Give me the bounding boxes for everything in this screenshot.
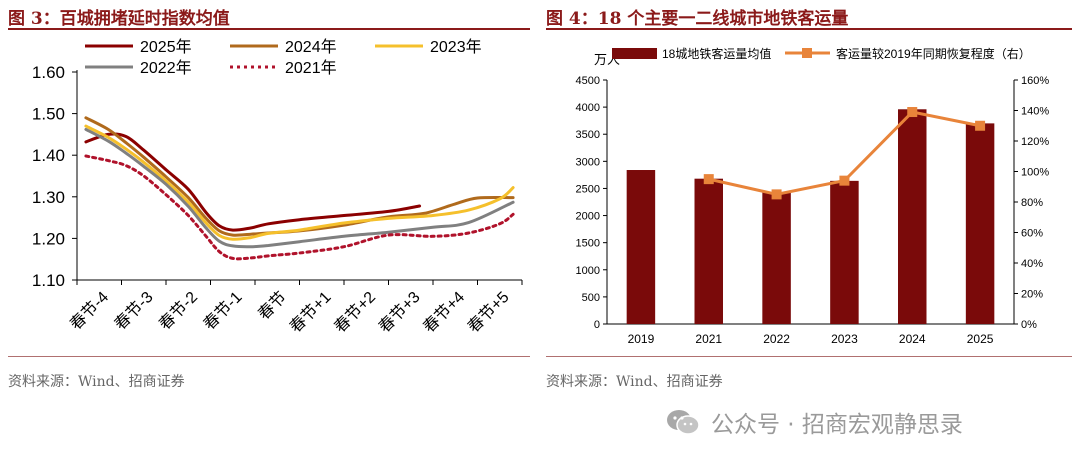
right-y-tick-label: 3000 xyxy=(576,156,600,168)
right-legend-label-line: 客运量较2019年同期恢复程度（右） xyxy=(836,46,1031,61)
right-legend-marker-line xyxy=(802,48,812,58)
right-panel-title: 图 4：18 个主要一二线城市地铁客运量 xyxy=(546,9,849,29)
right-y2-tick-label: 140% xyxy=(1021,106,1049,118)
right-recovery-marker xyxy=(907,107,918,118)
right-recovery-marker xyxy=(975,120,986,131)
right-y-tick-label: 3500 xyxy=(576,129,600,141)
left-panel-title: 图 3：百城拥堵延时指数均值 xyxy=(8,9,230,29)
left-legend-label: 2024年 xyxy=(285,38,337,56)
left-x-tick-label: 春节+1 xyxy=(286,288,334,336)
right-x-tick-label: 2021 xyxy=(695,332,722,346)
left-y-tick-label: 1.20 xyxy=(32,229,65,248)
left-x-tick-label: 春节+2 xyxy=(331,288,379,336)
right-legend-swatch-bar xyxy=(612,48,657,59)
left-series-line-2025年 xyxy=(84,132,422,232)
left-y-tick-label: 1.60 xyxy=(32,63,65,82)
left-x-tick-label: 春节+4 xyxy=(420,288,468,336)
right-title-rule xyxy=(546,28,1072,30)
right-y2-tick-label: 100% xyxy=(1021,167,1049,179)
right-y2-tick-label: 20% xyxy=(1021,289,1043,301)
right-y2-tick-label: 40% xyxy=(1021,258,1043,270)
right-source-note: 资料来源：Wind、招商证券 xyxy=(546,374,723,390)
left-x-tick-label: 春节-3 xyxy=(111,288,156,333)
wechat-icon xyxy=(667,410,700,435)
left-y-tick-label: 1.30 xyxy=(32,188,65,207)
right-y-tick-label: 1000 xyxy=(576,265,600,277)
left-bottom-rule xyxy=(8,356,530,357)
right-combo-chart: 万人0500100015002000250030003500400045000%… xyxy=(576,46,1050,346)
left-x-tick-label: 春节+3 xyxy=(375,288,423,336)
left-legend-label: 2023年 xyxy=(430,38,482,56)
right-bar-2025 xyxy=(965,123,995,324)
left-source-note: 资料来源：Wind、招商证券 xyxy=(8,374,185,390)
right-y2-tick-label: 120% xyxy=(1021,136,1049,148)
left-y-tick-label: 1.10 xyxy=(32,271,65,290)
right-y-tick-label: 1500 xyxy=(576,238,600,250)
left-x-tick-label: 春节-4 xyxy=(67,288,112,333)
watermark-text: 公众号 · 招商宏观静思录 xyxy=(711,412,963,438)
left-legend-label: 2022年 xyxy=(140,59,192,77)
left-legend-label: 2021年 xyxy=(285,59,337,77)
right-bottom-rule xyxy=(546,356,1072,357)
right-x-tick-label: 2022 xyxy=(763,332,790,346)
right-legend-label-bar: 18城地铁客运量均值 xyxy=(662,46,771,61)
left-series-line-2022年 xyxy=(84,127,515,249)
left-x-tick-label: 春节-2 xyxy=(156,288,201,333)
right-bar-2019 xyxy=(626,170,656,324)
left-x-tick-label: 春节 xyxy=(255,288,290,323)
right-bar-2024 xyxy=(898,109,927,324)
right-x-tick-label: 2023 xyxy=(831,332,858,346)
right-y2-tick-label: 60% xyxy=(1021,228,1043,240)
left-x-tick-label: 春节+5 xyxy=(464,288,512,336)
left-legend-label: 2025年 xyxy=(140,38,192,56)
left-y-tick-label: 1.40 xyxy=(32,146,65,165)
left-series-line-2023年 xyxy=(84,124,515,241)
right-bar-2021 xyxy=(694,178,723,324)
right-y-tick-label: 500 xyxy=(582,292,600,304)
left-y-tick-label: 1.50 xyxy=(32,105,65,124)
right-x-tick-label: 2024 xyxy=(899,332,926,346)
left-x-tick-label: 春节-1 xyxy=(200,288,245,333)
right-y-tick-label: 4000 xyxy=(576,102,600,114)
right-x-tick-label: 2025 xyxy=(967,332,994,346)
right-y2-tick-label: 160% xyxy=(1021,75,1049,87)
left-line-chart: 1.10 1.20 1.30 1.40 1.50 1.60 春节-4 春节-3 春节-2 春节-1… xyxy=(32,38,523,336)
watermark: 公众号 · 招商宏观静思录 xyxy=(665,404,963,440)
left-title-rule xyxy=(8,28,530,30)
right-bar-2023 xyxy=(830,180,859,324)
right-y-tick-label: 2000 xyxy=(576,211,600,223)
left-series-line-2024年 xyxy=(84,116,515,237)
right-x-tick-label: 2019 xyxy=(628,332,655,346)
right-recovery-marker xyxy=(839,175,850,186)
right-bar-2022 xyxy=(762,192,791,324)
right-y-tick-label: 0 xyxy=(594,319,600,331)
right-y2-tick-label: 0% xyxy=(1021,319,1037,331)
right-y-tick-label: 2500 xyxy=(576,183,600,195)
left-series-line-2021年 xyxy=(84,154,515,261)
right-y-tick-label: 4500 xyxy=(576,75,600,87)
right-y2-tick-label: 80% xyxy=(1021,197,1043,209)
right-recovery-marker xyxy=(771,189,782,200)
right-recovery-marker xyxy=(703,174,714,185)
